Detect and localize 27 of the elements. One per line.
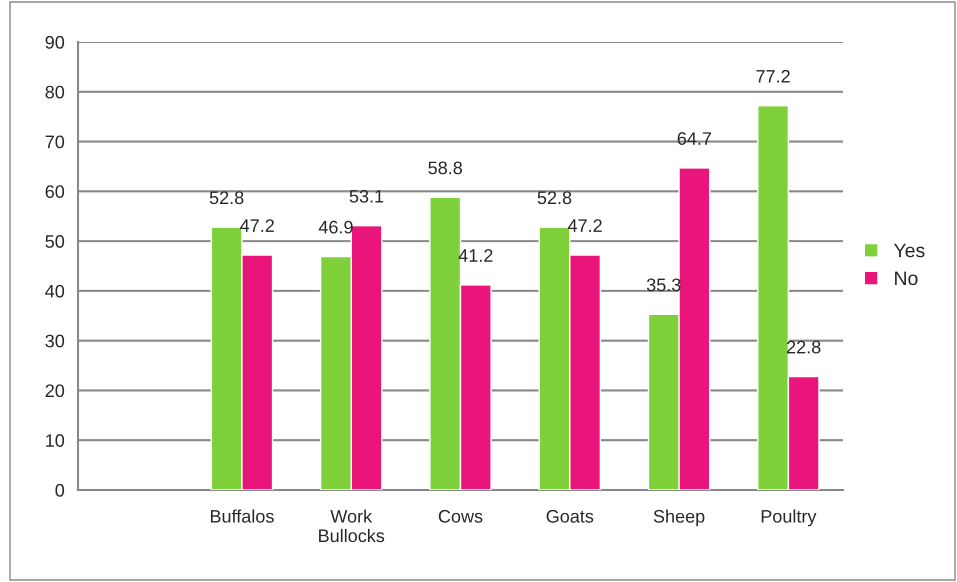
data-label: 53.1 xyxy=(350,190,384,203)
data-label: 52.8 xyxy=(210,191,244,204)
x-tick-label: Cows xyxy=(438,510,482,523)
legend-label: No xyxy=(895,272,918,286)
y-tick-label: 10 xyxy=(46,434,64,447)
y-tick-label: 90 xyxy=(46,36,64,49)
y-tick-label: 80 xyxy=(46,86,64,98)
data-label: 46.9 xyxy=(318,220,353,234)
x-tick-label: Poultry xyxy=(762,509,816,526)
x-tick-label: Sheep xyxy=(654,509,704,526)
data-label: 52.8 xyxy=(538,191,572,204)
y-tick-label: 20 xyxy=(46,384,64,398)
y-tick-label: 40 xyxy=(45,284,64,298)
legend-label: Yes xyxy=(894,244,925,258)
y-tick-label: 50 xyxy=(45,235,64,248)
y-tick-label: 30 xyxy=(45,334,64,348)
x-tick-label: Work Bullocks xyxy=(319,509,384,542)
data-label: 47.2 xyxy=(568,219,602,232)
x-tick-label: Buffalos xyxy=(210,509,274,523)
y-tick-label: 60 xyxy=(46,185,64,198)
data-label: 77.2 xyxy=(756,70,790,83)
data-label: 58.8 xyxy=(428,162,462,174)
y-tick-label: 0 xyxy=(55,484,64,497)
x-tick-label: Goats xyxy=(546,510,594,523)
data-label: 47.2 xyxy=(240,219,274,232)
data-label: 64.7 xyxy=(678,132,712,145)
y-tick-label: 70 xyxy=(46,135,64,148)
